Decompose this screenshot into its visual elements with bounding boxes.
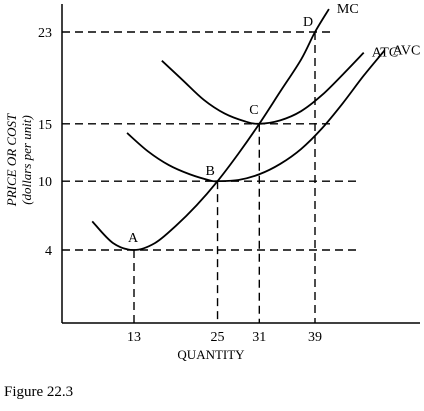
x-tick-25: 25 (211, 330, 225, 345)
y-tick-23: 23 (38, 26, 52, 41)
tick-labels: 4 10 15 23 13 25 31 39 (38, 26, 322, 345)
axes (61, 4, 420, 324)
curve-atc (161, 52, 365, 125)
curve-avc (126, 49, 386, 183)
y-axis-label: PRICE OR COST (4, 113, 19, 207)
point-label-b: B (206, 164, 215, 179)
y-tick-15: 15 (38, 118, 52, 133)
y-axis-units: (dollars per unit) (19, 115, 34, 205)
x-axis-label: QUANTITY (177, 347, 245, 362)
curves (91, 8, 386, 251)
figure-caption: Figure 22.3 (4, 384, 74, 400)
x-tick-13: 13 (127, 330, 141, 345)
x-tick-31: 31 (252, 330, 266, 345)
x-tick-39: 39 (308, 330, 322, 345)
curve-mc (91, 8, 330, 251)
y-tick-4: 4 (45, 244, 52, 259)
point-label-a: A (128, 231, 139, 246)
curve-label-mc: MC (337, 2, 359, 17)
point-label-c: C (249, 103, 258, 118)
y-tick-10: 10 (38, 175, 52, 190)
curve-label-atc: ATC (372, 46, 398, 61)
curve-label-avc: AVC (393, 43, 421, 58)
point-label-d: D (303, 15, 313, 30)
